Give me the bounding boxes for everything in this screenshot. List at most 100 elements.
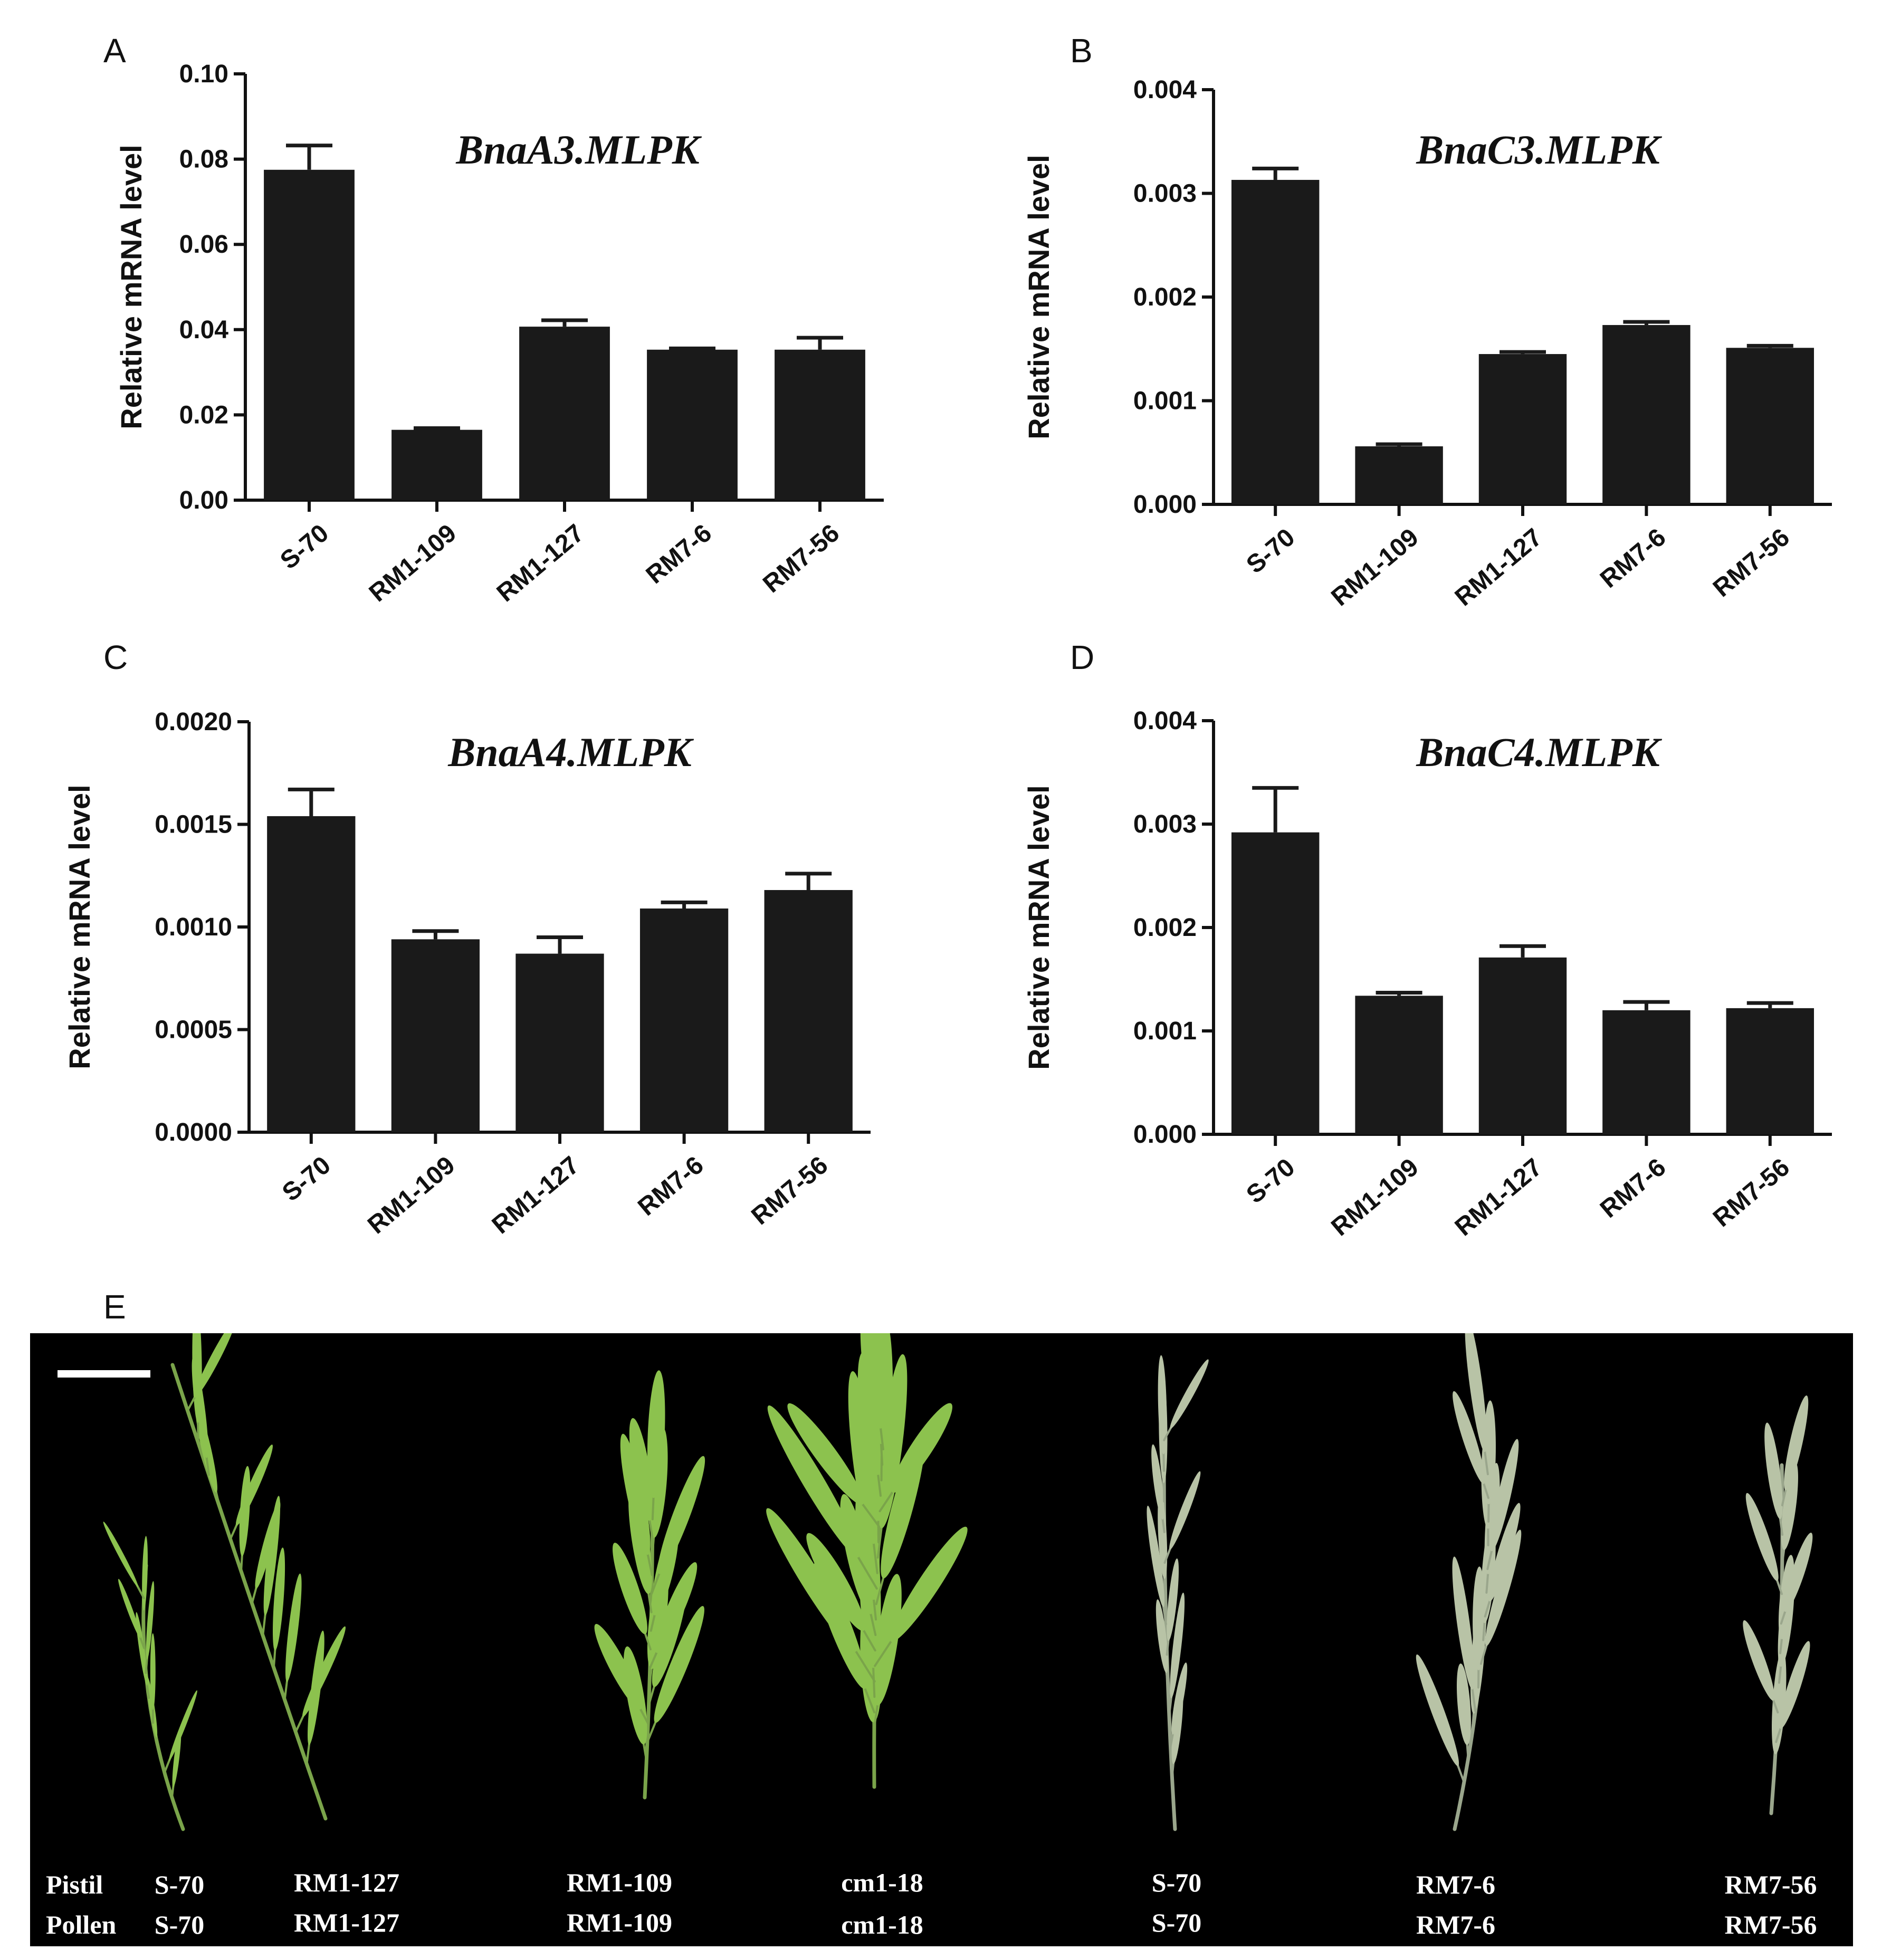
y-tick-label: 0.001 <box>1133 387 1197 415</box>
plant-photograph: Pistil Pollen S-70 S-70 RM1-127 RM1-127 … <box>30 1333 1853 1946</box>
y-axis-label: Relative mRNA level <box>1022 785 1055 1070</box>
y-tick-label: 0.0005 <box>155 1016 232 1044</box>
chart-panel-d: D 0.000 0.001 0.002 0.003 0.004 Relative mRNA … <box>1022 638 1832 1241</box>
y-tick-label: 0.003 <box>1133 810 1197 838</box>
seed-pod <box>1784 1395 1809 1490</box>
x-tick-label: RM7-6 <box>633 1151 709 1221</box>
x-tick-label: RM1-127 <box>487 1151 585 1240</box>
pistil-genotype: RM1-127 <box>294 1868 399 1897</box>
x-tick-label: S-70 <box>277 1151 336 1207</box>
seed-pod <box>860 1333 886 1429</box>
x-tick-label: RM1-127 <box>1450 523 1548 612</box>
bar-chart-panels: A 0.00 0.02 0.04 0.06 0.08 0.10 Relative mRNA l… <box>63 32 1832 1241</box>
bar <box>775 349 865 500</box>
bar <box>267 816 356 1132</box>
seed-pod <box>1779 1641 1810 1729</box>
pollen-genotype: S-70 <box>1151 1908 1202 1937</box>
x-tick-label: RM1-109 <box>1326 523 1424 612</box>
chart-title: BnaC3.MLPK <box>1416 127 1663 173</box>
bar <box>1478 957 1567 1134</box>
x-tick-label: S-70 <box>1241 523 1301 579</box>
seed-pod <box>1416 1654 1459 1766</box>
seed-pod <box>169 1690 197 1761</box>
pistil-genotype: cm1-18 <box>841 1868 923 1897</box>
seed-pod <box>255 1501 281 1589</box>
pistil-genotype: RM1-109 <box>567 1868 672 1897</box>
panel-letter: C <box>103 638 128 676</box>
y-tick-label: 0.0015 <box>155 811 232 839</box>
seed-pod <box>1170 1359 1209 1429</box>
bar <box>515 953 604 1132</box>
bar <box>264 169 355 500</box>
x-tick-label: S-70 <box>1241 1153 1301 1209</box>
panel-letter: D <box>1070 638 1094 676</box>
seed-pod <box>766 1508 857 1652</box>
y-tick-label: 0.02 <box>179 401 228 429</box>
seed-pod <box>302 1626 346 1717</box>
y-tick-label: 0.0020 <box>155 708 232 736</box>
y-tick-label: 0.04 <box>179 316 229 344</box>
seed-pod <box>873 1574 902 1706</box>
row-label-pistil: Pistil <box>46 1870 103 1899</box>
x-tick-label: RM7-6 <box>1595 1153 1671 1223</box>
y-tick-label: 0.002 <box>1133 914 1197 942</box>
seed-pod <box>1764 1422 1783 1519</box>
bar <box>519 327 610 500</box>
seed-pod <box>194 1333 236 1398</box>
seed-pod <box>1488 1503 1521 1602</box>
seed-pod <box>235 1445 273 1526</box>
seed-pod <box>1171 1662 1188 1735</box>
chart-title: BnaA3.MLPK <box>455 127 702 173</box>
bar <box>1602 1010 1691 1134</box>
chart-panel-b: B 0.000 0.001 0.002 0.003 0.004 Relative mRNA … <box>1022 32 1832 611</box>
seed-pod <box>1170 1592 1185 1699</box>
x-tick-label: RM1-109 <box>364 519 462 608</box>
x-tick-label: S-70 <box>275 519 334 575</box>
seed-pod <box>1457 1663 1471 1745</box>
pollen-genotype: S-70 <box>154 1910 205 1939</box>
chart-panel-c: C 0.0000 0.0005 0.0010 0.0015 0.0020 Relative … <box>63 638 871 1239</box>
seed-pod <box>1452 1556 1475 1690</box>
bar <box>1478 354 1567 504</box>
seed-pod <box>1485 1529 1522 1646</box>
seed-pod <box>118 1579 141 1638</box>
y-tick-label: 0.0010 <box>155 913 232 941</box>
seed-pod <box>629 1418 653 1521</box>
seed-pod <box>285 1573 302 1682</box>
seed-pod <box>1490 1439 1519 1552</box>
seed-pod <box>1484 1462 1500 1574</box>
seed-pod <box>272 1547 285 1651</box>
bar <box>764 890 853 1132</box>
y-tick-label: 0.10 <box>179 60 228 88</box>
seed-pod <box>1781 1462 1798 1550</box>
panel-letter: A <box>103 32 126 70</box>
chart-panel-a: A 0.00 0.02 0.04 0.06 0.08 0.10 Relative mRNA l… <box>103 32 884 607</box>
seed-pod <box>1155 1599 1168 1674</box>
plant-inflorescences-image <box>103 1333 1813 1831</box>
x-tick-label: RM7-56 <box>1708 1153 1795 1232</box>
pistil-genotype: S-70 <box>1151 1868 1202 1897</box>
seed-pod <box>103 1522 138 1588</box>
seed-pod <box>1465 1333 1487 1452</box>
seed-pod <box>1783 1533 1813 1612</box>
seed-pod <box>806 1533 865 1631</box>
x-tick-label: RM7-6 <box>641 519 717 589</box>
seed-pod <box>172 1727 182 1788</box>
bar <box>1602 325 1691 504</box>
y-axis-label: Relative mRNA level <box>114 145 148 429</box>
x-tick-label: RM7-56 <box>758 519 845 598</box>
x-tick-label: RM1-127 <box>1450 1153 1548 1242</box>
seed-pod <box>1147 1505 1165 1608</box>
bar <box>1231 832 1320 1134</box>
bar <box>391 429 482 500</box>
seed-pod <box>1151 1444 1164 1520</box>
y-axis-label: Relative mRNA level <box>1022 155 1055 439</box>
seed-pod <box>657 1456 705 1574</box>
x-tick-label: RM1-109 <box>362 1151 460 1240</box>
seed-pod <box>1453 1391 1485 1484</box>
pistil-genotype: RM7-6 <box>1416 1870 1495 1899</box>
bar <box>1355 446 1443 504</box>
y-tick-label: 0.08 <box>179 146 228 174</box>
seed-pod <box>655 1562 698 1653</box>
seed-pod <box>613 1543 647 1634</box>
